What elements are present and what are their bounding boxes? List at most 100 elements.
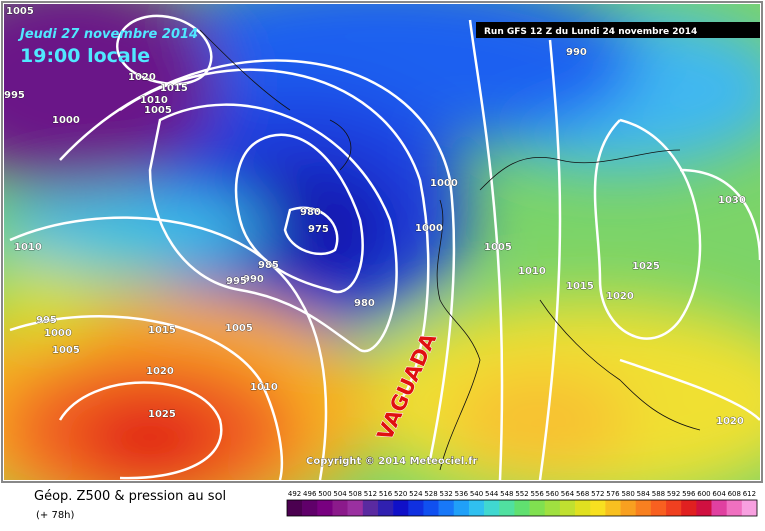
map-border (1, 1, 763, 483)
color-swatch (544, 500, 561, 516)
scale-label: 592 (667, 490, 680, 498)
color-swatch (317, 500, 333, 516)
color-swatch (408, 500, 424, 516)
isobar-label: 1005 (144, 105, 172, 116)
scale-label: 604 (712, 490, 726, 498)
isobar-label: 1015 (160, 83, 188, 94)
isobar-label: 980 (300, 207, 321, 218)
scale-label: 524 (409, 490, 423, 498)
run-box (476, 22, 760, 38)
date: Jeudi 27 novembre 2014 (17, 27, 198, 42)
coastlines (199, 29, 701, 471)
color-swatch (650, 500, 667, 516)
scale-label: 556 (530, 490, 544, 498)
color-swatch (559, 500, 576, 516)
isobar-label: 1005 (52, 345, 80, 356)
isobar-label: 1030 (718, 195, 746, 206)
color-swatch (696, 500, 712, 516)
isobar-label: 985 (258, 260, 279, 271)
scale-label: 564 (561, 490, 575, 498)
copyright: Copyright © 2014 Meteociel.fr (306, 456, 477, 467)
isobar-label: 1010 (518, 266, 546, 277)
isobar-label: 1020 (146, 366, 174, 377)
isobar-label: 990 (243, 274, 264, 285)
color-scale: 492 496 500 504 508 512 516 520 524 528 532 536 540 5… (286, 490, 758, 517)
isobar-label: 995 (36, 315, 57, 326)
isobar-label: 1000 (52, 115, 80, 126)
isobar-labels: 1005995100010201015101010059901000100098… (4, 6, 746, 428)
isobar-label: 1015 (566, 281, 594, 292)
color-swatch (620, 500, 637, 516)
scale-label: 508 (349, 490, 362, 498)
scale-label: 560 (546, 490, 559, 498)
isobar-label: 1010 (14, 242, 42, 253)
color-swatch (453, 500, 470, 516)
scale-border (286, 499, 758, 517)
scale-label: 576 (606, 490, 620, 498)
isobar-label: 1020 (716, 416, 744, 427)
isobar-label: 1010 (140, 95, 168, 106)
isobar-label: 1005 (225, 323, 253, 334)
scale-label: 504 (333, 490, 347, 498)
isobar-label: 995 (226, 276, 247, 287)
color-swatch (514, 500, 530, 516)
color-swatch (438, 500, 455, 516)
isobar-label: 1005 (484, 242, 512, 253)
isobar-label: 1020 (128, 72, 156, 83)
color-swatch (711, 500, 727, 516)
color-swatch (302, 500, 318, 516)
color-swatch (666, 500, 682, 516)
scale-label: 540 (470, 490, 483, 498)
color-swatch (741, 500, 758, 516)
color-swatch (605, 500, 621, 516)
isobar-label: 1000 (430, 178, 458, 189)
scale-label: 600 (697, 490, 710, 498)
color-swatch (590, 500, 606, 516)
time: 19:00 locale (20, 45, 150, 67)
color-swatch (468, 500, 485, 516)
scale-label: 532 (440, 490, 453, 498)
color-swatch (347, 500, 364, 516)
scale-label: 568 (576, 490, 589, 498)
scale-label: 608 (728, 490, 741, 498)
scale-label: 536 (455, 490, 469, 498)
isobar-label: 1000 (415, 223, 443, 234)
footer-title: Géop. Z500 & pression au sol (34, 489, 226, 504)
color-swatch (393, 500, 409, 516)
footer-lead: (+ 78h) (36, 510, 75, 521)
scale-label: 520 (394, 490, 407, 498)
isobar-label: 1025 (632, 261, 660, 272)
isobar-lines (9, 14, 760, 480)
scale-label: 492 (288, 490, 301, 498)
scale-label: 500 (318, 490, 331, 498)
scale-label: 516 (379, 490, 393, 498)
scale-label: 572 (591, 490, 604, 498)
color-swatch (726, 500, 743, 516)
color-swatch (484, 500, 500, 516)
scale-label: 528 (424, 490, 437, 498)
color-swatch (635, 500, 652, 516)
isobar-label: 980 (354, 298, 375, 309)
scale-label: 548 (500, 490, 513, 498)
color-swatch (499, 500, 515, 516)
isobar-label: 990 (566, 47, 587, 58)
scale-label: 588 (652, 490, 665, 498)
isobar-label: 1000 (44, 328, 72, 339)
color-swatch (362, 500, 379, 516)
color-swatch (681, 500, 697, 516)
color-swatch (529, 500, 546, 516)
isobar-label: 1005 (6, 6, 34, 17)
scale-label: 612 (743, 490, 756, 498)
isobar-label: 995 (4, 90, 25, 101)
scale-label: 552 (515, 490, 528, 498)
isobar-label: 1020 (606, 291, 634, 302)
isobar-label: 1010 (250, 382, 278, 393)
scale-label: 584 (637, 490, 651, 498)
isobar-label: 1025 (148, 409, 176, 420)
color-swatch (332, 500, 348, 516)
scale-label: 596 (682, 490, 696, 498)
isobar-label: 1015 (148, 325, 176, 336)
color-swatch (287, 500, 303, 516)
